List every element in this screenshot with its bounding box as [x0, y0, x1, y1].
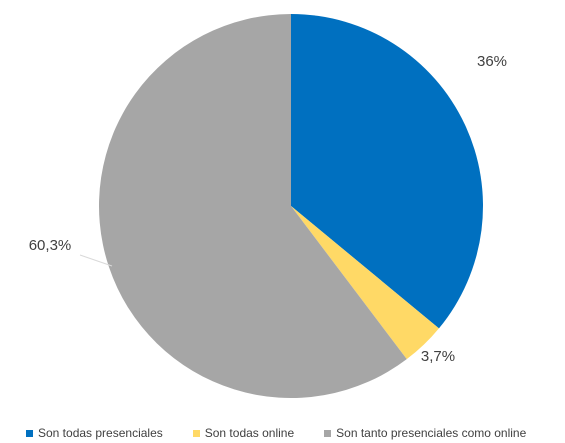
data-label-online: 3,7% — [421, 348, 455, 365]
pie-slice-presenciales — [291, 14, 483, 329]
data-label-presenciales: 36% — [477, 53, 507, 70]
legend-item-presenciales: Son todas presenciales — [26, 426, 163, 440]
legend-swatch-online — [192, 429, 200, 437]
legend-swatch-presenciales — [26, 429, 33, 437]
legend-label-online: Son todas online — [204, 426, 295, 440]
data-label-ambas: 60,3% — [29, 237, 72, 254]
pie-chart: 36% 3,7% 60,3% — [29, 14, 507, 398]
pie-slice-online — [291, 206, 439, 360]
legend-item-online: Son todas online — [192, 426, 295, 440]
leader-line-ambas — [79, 254, 113, 267]
legend: Son todas presenciales Son todas online … — [26, 426, 526, 440]
pie-slice-ambas — [99, 14, 407, 398]
legend-label-ambas: Son tanto presenciales como online — [336, 426, 527, 440]
legend-swatch-ambas — [324, 429, 332, 437]
legend-label-presenciales: Son todas presenciales — [38, 426, 163, 440]
legend-item-ambas: Son tanto presenciales como online — [324, 426, 526, 440]
